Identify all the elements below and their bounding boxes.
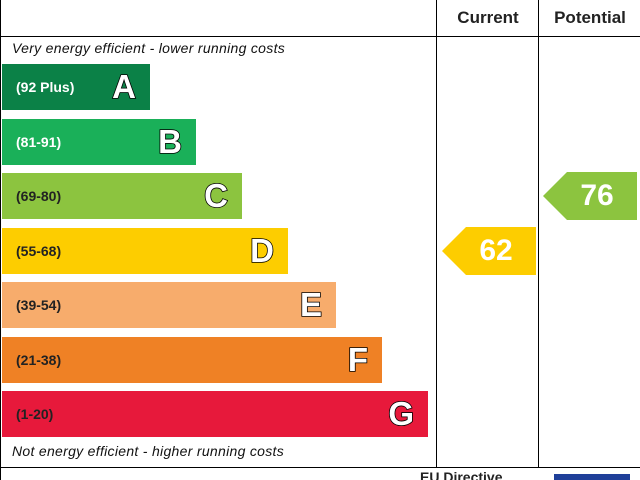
potential-rating-arrow [543,172,637,220]
band-letter: F [347,340,369,379]
current-rating-arrow [442,226,536,275]
potential-column-divider [538,0,539,468]
band-b: (81-91) B [2,118,196,165]
band-range-label: (55-68) [16,242,62,259]
band-range-label: (1-20) [16,406,54,422]
header-rule [0,36,640,37]
band-range-label: (69-80) [16,188,62,204]
band-letter: E [299,285,323,324]
current-column-divider [436,0,437,468]
band-range-label: (92 Plus) [16,79,75,95]
band-range-label: (39-54) [16,297,62,313]
bottom-caption: Not energy efficient - higher running co… [12,443,285,459]
current-rating: 62 [442,226,536,275]
band-letter: D [249,231,274,270]
footer-rule [0,467,640,468]
footer-text: EU Directive [420,470,503,480]
potential-rating: 76 [543,172,637,220]
band-f: (21-38) F [2,336,382,383]
band-letter: B [157,122,182,161]
band-c: (69-80) C [2,173,242,219]
band-a: (92 Plus) A [2,64,150,110]
current-rating-value: 62 [479,233,513,267]
band-range-label: (81-91) [16,133,62,150]
band-letter: C [203,176,228,215]
current-column-header: Current [457,8,519,27]
band-range-label: (21-38) [16,351,62,368]
potential-column-header: Potential [554,8,626,27]
potential-rating-value: 76 [580,179,614,212]
band-letter: G [388,394,415,433]
band-e: (39-54) E [2,282,336,328]
top-caption: Very energy efficient - lower running co… [12,40,286,56]
band-d: (55-68) D [2,227,288,274]
band-g: (1-20) G [2,391,428,437]
band-letter: A [111,67,136,106]
left-border [0,0,1,480]
eu-flag [554,474,630,480]
